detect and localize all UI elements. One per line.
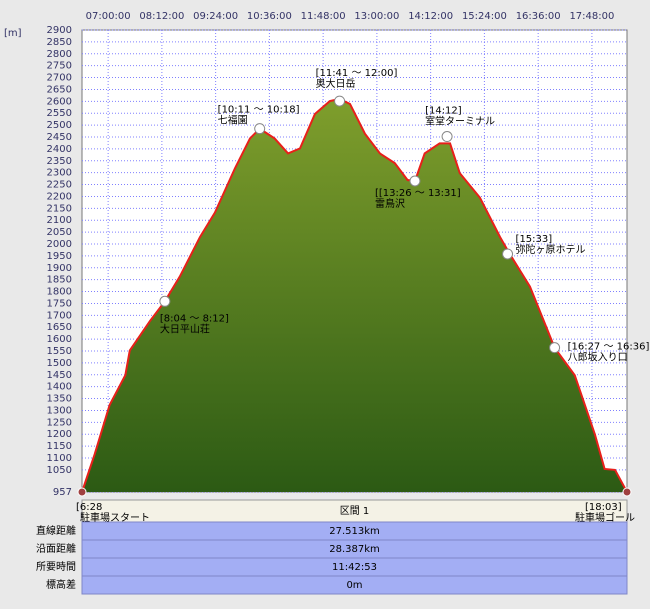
y-tick-label: 1300 — [47, 405, 72, 416]
y-tick-label: 2650 — [47, 84, 72, 95]
row-value: 28.387km — [329, 544, 380, 555]
y-tick-label: 1600 — [47, 334, 72, 345]
annotation-time: [6:28 — [76, 502, 102, 513]
y-tick-label: 2050 — [47, 227, 72, 238]
y-tick-label: 1150 — [47, 441, 72, 452]
marker — [441, 131, 453, 143]
x-tick-label: 10:36:00 — [247, 11, 292, 22]
marker — [549, 342, 561, 354]
y-axis-label: [m] — [4, 28, 22, 39]
annotation-time: [8:04 ～ 8:12] — [160, 313, 229, 324]
x-tick-label: 13:00:00 — [354, 11, 399, 22]
annotation-time: [[13:26 ～ 13:31] — [375, 188, 461, 199]
y-tick-label: 1700 — [47, 310, 72, 321]
marker — [622, 487, 632, 497]
y-tick-label: 957 — [53, 487, 72, 498]
row-label: 標高差 — [46, 578, 76, 591]
y-tick-label: 2250 — [47, 180, 72, 191]
x-tick-label: 08:12:00 — [139, 11, 184, 22]
row-value: 0m — [346, 580, 362, 591]
y-tick-label: 2500 — [47, 120, 72, 131]
row-label: 沿面距離 — [36, 542, 76, 555]
row-label: 所要時間 — [36, 561, 76, 573]
y-tick-label: 2550 — [47, 108, 72, 119]
annotation-label: 八郎坂入り口 — [568, 351, 628, 364]
marker — [502, 248, 514, 260]
x-tick-label: 09:24:00 — [193, 11, 238, 22]
row-value: 27.513km — [329, 526, 380, 537]
y-tick-label: 1850 — [47, 275, 72, 286]
y-tick-label: 2850 — [47, 37, 72, 48]
y-tick-label: 2100 — [47, 215, 72, 226]
x-tick-label: 11:48:00 — [301, 11, 346, 22]
x-tick-label: 15:24:00 — [462, 11, 507, 22]
annotation-label: 弥陀ヶ原ホテル — [516, 243, 586, 256]
area — [82, 98, 627, 492]
y-tick-label: 1350 — [47, 394, 72, 405]
y-tick-label: 1650 — [47, 322, 72, 333]
annotation-time: [16:27 ～ 16:36] — [568, 342, 650, 353]
marker — [334, 95, 346, 107]
y-tick-label: 1800 — [47, 287, 72, 298]
y-tick-label: 1100 — [47, 453, 72, 464]
x-tick-label: 17:48:00 — [569, 11, 614, 22]
x-tick-label: 07:00:00 — [86, 11, 131, 22]
annotation-label: 奥大日岳 — [316, 77, 356, 90]
y-tick-label: 1750 — [47, 298, 72, 309]
annotation-time: [18:03] — [585, 502, 622, 513]
y-tick-label: 1400 — [47, 382, 72, 393]
annotation-label: 駐車場ゴール — [575, 511, 635, 524]
x-tick-label: 14:12:00 — [408, 11, 453, 22]
y-tick-label: 1950 — [47, 251, 72, 262]
y-tick-label: 1050 — [47, 465, 72, 476]
y-tick-label: 2350 — [47, 156, 72, 167]
y-tick-label: 2150 — [47, 203, 72, 214]
marker — [409, 175, 421, 187]
y-tick-label: 2200 — [47, 191, 72, 202]
marker — [159, 295, 171, 307]
y-tick-label: 1450 — [47, 370, 72, 381]
y-tick-label: 1500 — [47, 358, 72, 369]
y-tick-label: 1200 — [47, 429, 72, 440]
y-tick-label: 2300 — [47, 168, 72, 179]
y-tick-label: 2450 — [47, 132, 72, 143]
y-tick-label: 2600 — [47, 96, 72, 107]
y-tick-label: 2400 — [47, 144, 72, 155]
y-tick-label: 1900 — [47, 263, 72, 274]
annotation-time: [11:41 ～ 12:00] — [316, 68, 398, 79]
y-tick-label: 2800 — [47, 49, 72, 60]
row-label: 直線距離 — [36, 524, 76, 537]
annotation-label: 七福園 — [218, 114, 248, 127]
y-tick-label: 2900 — [47, 25, 72, 36]
annotation-label: 雷鳥沢 — [375, 197, 405, 210]
y-tick-label: 2000 — [47, 239, 72, 250]
y-tick-label: 2750 — [47, 61, 72, 72]
marker — [77, 487, 87, 497]
annotation-time: [15:33] — [516, 234, 553, 245]
y-tick-label: 2700 — [47, 73, 72, 84]
y-tick-label: 1250 — [47, 417, 72, 428]
y-tick-label: 1550 — [47, 346, 72, 357]
section-label: 区間 1 — [340, 505, 370, 517]
value-cell — [81, 575, 628, 595]
row-value: 11:42:53 — [332, 562, 377, 573]
annotation-time: [14:12] — [425, 106, 462, 117]
annotation-label: 駐車場スタート — [80, 511, 150, 524]
x-tick-label: 16:36:00 — [516, 11, 561, 22]
annotation-label: 室堂ターミナル — [425, 115, 495, 128]
line — [81, 97, 628, 493]
marker — [254, 123, 266, 135]
annotation-label: 大日平山荘 — [160, 322, 210, 335]
annotation-time: [10:11 ～ 10:18] — [218, 105, 300, 116]
